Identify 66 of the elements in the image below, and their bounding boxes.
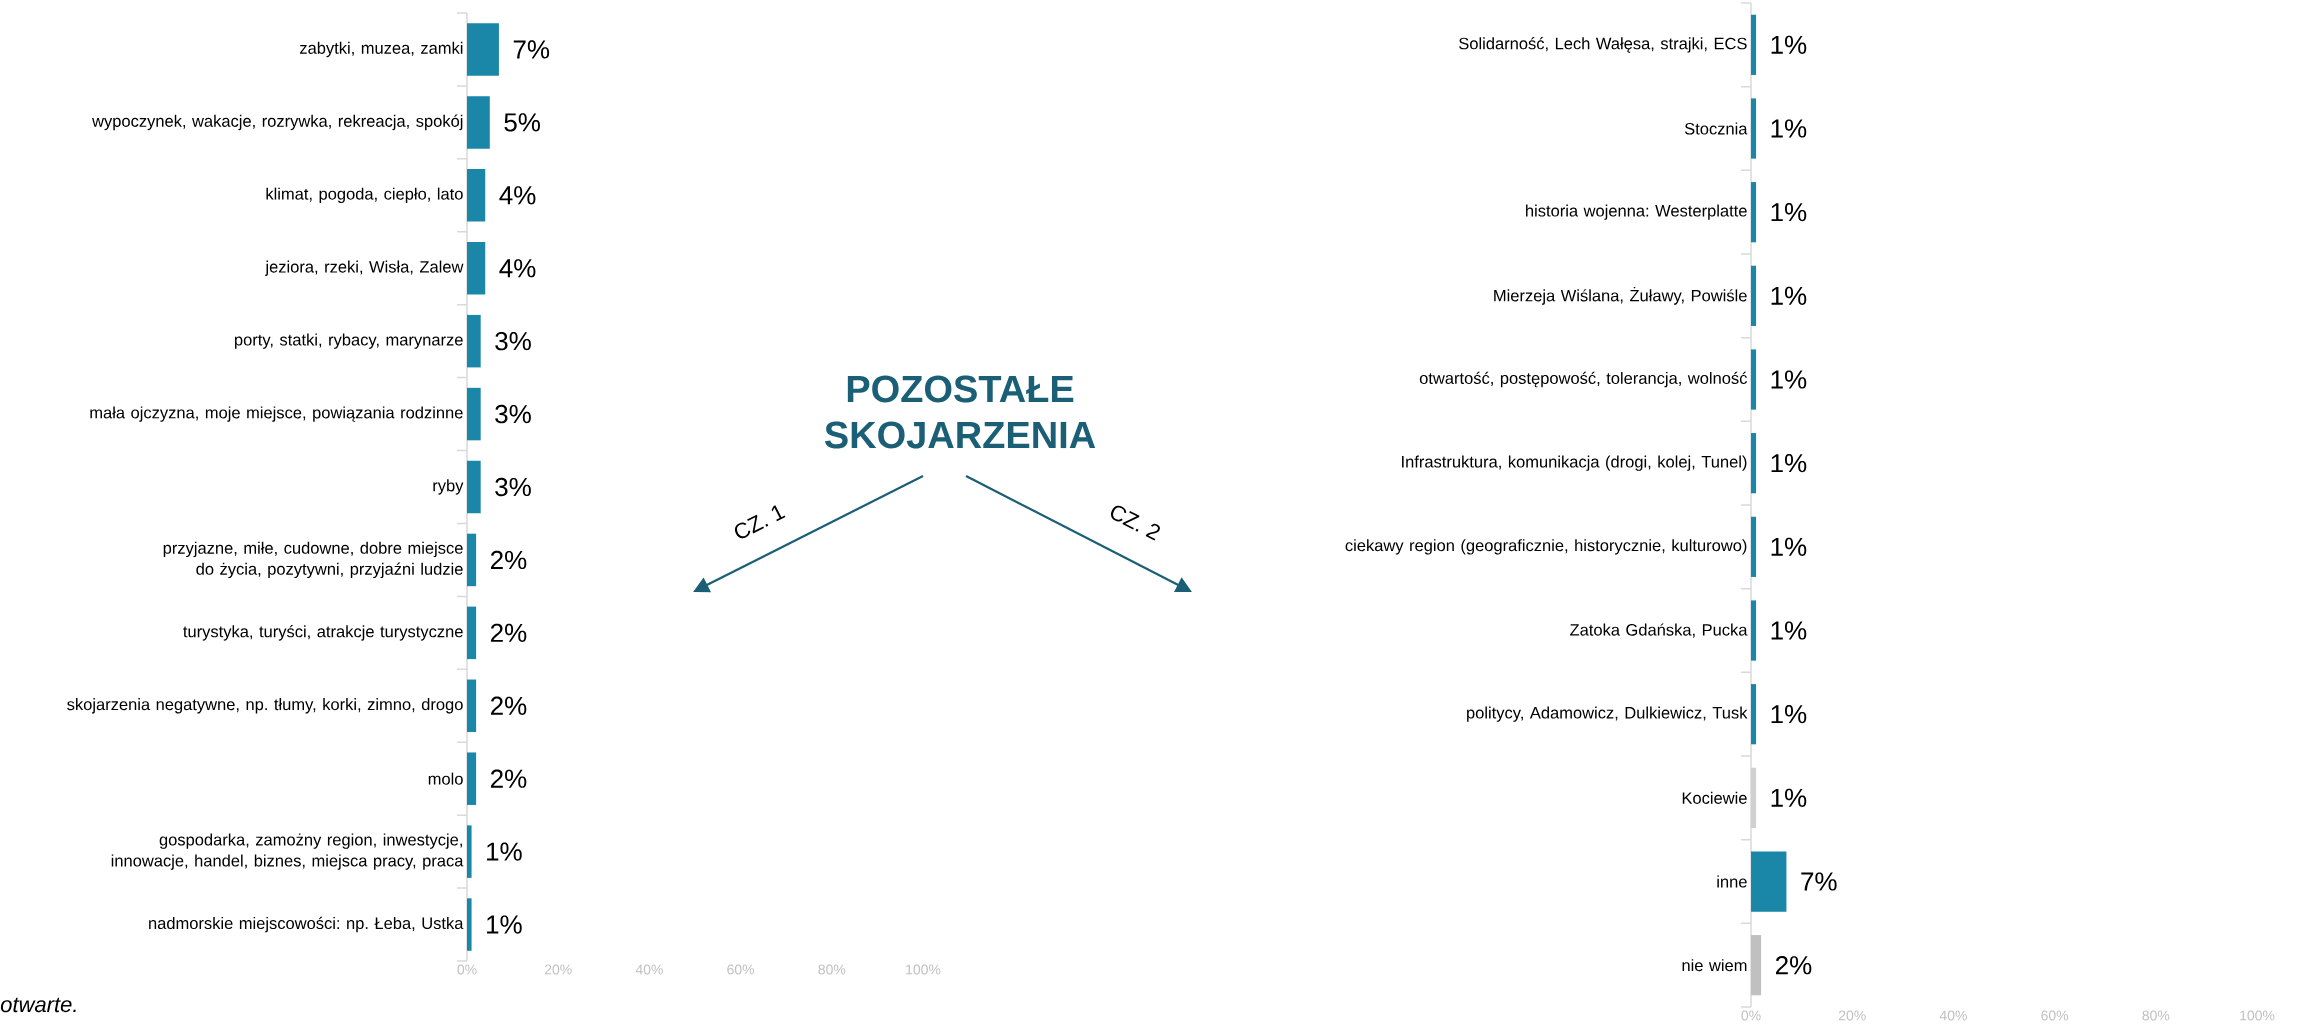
y-tick-label: przyjazne, miłe, cudowne, dobre miejsce do życia, pozytywni, przyjaźni ludzie: [163, 541, 463, 579]
data-label: 4%: [499, 259, 536, 278]
data-label: 1%: [487, 915, 522, 934]
data-label: 1%: [1771, 788, 1807, 807]
y-tick-label: skojarzenia negatywne, np. tłumy, korki, zimno, drogo: [67, 698, 463, 714]
y-tick-label: Stocznia: [1684, 122, 1748, 135]
data-label: 2%: [490, 696, 527, 715]
data-label: 4%: [499, 186, 536, 205]
data-label: 2%: [490, 769, 527, 788]
data-label: 1%: [1771, 621, 1807, 640]
data-label: 7%: [513, 40, 550, 59]
y-tick-label: Mierzeja Wiślana, Żuławy, Powiśle: [1494, 286, 1747, 305]
data-label: 1%: [1771, 35, 1807, 54]
data-label: 1%: [1771, 119, 1807, 138]
y-tick-label: porty, statki, rybacy, marynarze: [235, 333, 463, 349]
y-tick-label: ryby: [433, 479, 464, 495]
annotation: CZ. 1: [734, 505, 786, 539]
data-label: 1%: [1771, 537, 1807, 556]
x-tick-label: 0%: [457, 964, 477, 975]
x-tick-label: 60%: [727, 964, 755, 975]
data-label: 5%: [504, 113, 540, 132]
data-label: 7%: [1801, 872, 1837, 891]
x-tick-label: 20%: [1838, 1010, 1866, 1021]
data-label: 3%: [495, 404, 531, 424]
y-tick-label: inne: [1717, 875, 1747, 888]
x-tick-label: 80%: [818, 964, 846, 975]
data-label: 1%: [1771, 705, 1807, 724]
y-tick-label: turystyka, turyści, atrakcje turystyczne: [183, 625, 463, 641]
data-label: 2%: [1775, 956, 1812, 975]
y-tick-label: Zatoka Gdańska, Pucka: [1570, 623, 1748, 638]
data-label: 1%: [1771, 370, 1807, 389]
y-tick-label: Solidarność, Lech Wałęsa, strajki, ECS: [1459, 37, 1747, 53]
x-tick-label: 40%: [1939, 1010, 1967, 1021]
data-label: 1%: [1771, 286, 1807, 305]
data-label: 1%: [1771, 454, 1807, 473]
text: otwarte.: [0, 997, 76, 1013]
data-label: 1%: [487, 842, 522, 861]
data-label: 3%: [495, 477, 531, 497]
y-tick-label: politycy, Adamowicz, Dulkiewicz, Tusk: [1467, 706, 1748, 722]
y-tick-label: wypoczynek, wakacje, rozrywka, rekreacja, spokój: [92, 114, 463, 131]
x-tick-label: 0%: [1741, 1010, 1761, 1021]
y-tick-label: molo: [428, 772, 463, 785]
y-tick-label: Infrastruktura, komunikacja (drogi, kolej, Tunel): [1402, 455, 1747, 471]
y-tick-label: jeziora, rzeki, Wisła, Zalew: [265, 260, 464, 276]
data-label: 2%: [490, 550, 527, 570]
y-tick-label: ciekawy region (geograficznie, historycznie, kulturowo): [1345, 539, 1747, 555]
y-tick-label: zabytki, muzea, zamki: [300, 41, 463, 58]
y-tick-label: Kociewie: [1682, 791, 1747, 804]
data-label: 2%: [490, 623, 527, 643]
y-tick-label: nadmorskie miejscowości: np. Łeba, Ustka: [149, 916, 464, 933]
y-tick-label: gospodarka, zamożny region, inwestycje, innowacje, handel, biznes, miejsca pracy, praca: [111, 833, 464, 870]
y-tick-label: klimat, pogoda, ciepło, lato: [266, 187, 463, 203]
x-tick-label: 60%: [2041, 1010, 2069, 1021]
data-label: 3%: [495, 331, 531, 351]
x-tick-label: 20%: [544, 964, 572, 975]
y-tick-label: mała ojczyzna, moje miejsce, powiązania rodzinne: [90, 406, 463, 422]
x-tick-label: 100%: [2240, 1010, 2275, 1021]
x-tick-label: 80%: [2142, 1010, 2170, 1021]
text: POZOSTAŁE SKOJARZENIA: [824, 375, 1096, 449]
y-tick-label: nie wiem: [1682, 959, 1747, 972]
data-label: 1%: [1771, 203, 1807, 222]
x-tick-label: 100%: [906, 964, 941, 975]
text: CZ. 2: [1110, 505, 1160, 541]
y-tick-label: otwartość, postępowość, tolerancja, wolność: [1419, 371, 1747, 388]
y-tick-label: historia wojenna: Westerplatte: [1526, 204, 1747, 220]
x-tick-label: 40%: [635, 964, 663, 975]
